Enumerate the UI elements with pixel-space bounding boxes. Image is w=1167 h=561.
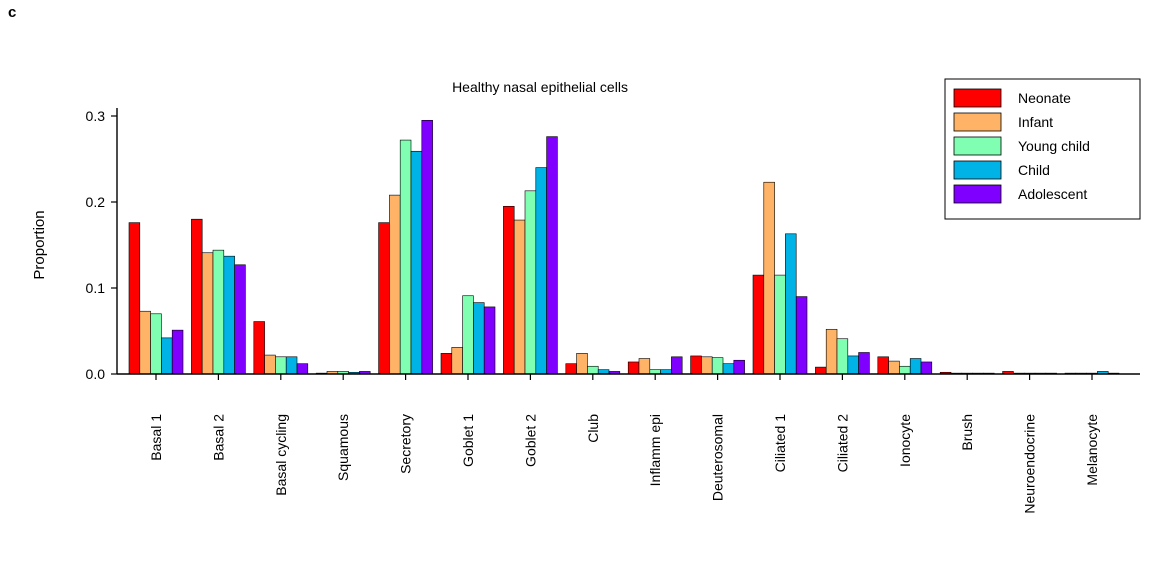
bar-infant-deuterosomal <box>701 356 713 375</box>
bar-young-child-ionocyte <box>899 365 911 375</box>
bar-young-child-secretory <box>399 139 412 375</box>
bars-group <box>128 120 1120 375</box>
legend-label: Child <box>1018 162 1050 178</box>
bar-young-child-basal-1 <box>150 313 162 375</box>
bar-young-child-deuterosomal <box>711 357 724 375</box>
x-tick-label: Melanocyte <box>1084 414 1100 486</box>
bar-adolescent-ciliated-2 <box>858 352 870 375</box>
x-tick-label: Basal cycling <box>273 414 289 496</box>
bar-neonate-inflamm-epi <box>627 361 640 375</box>
bar-child-basal-1 <box>161 337 173 375</box>
bar-child-ionocyte <box>909 358 922 375</box>
bar-adolescent-goblet-2 <box>546 136 558 375</box>
bar-young-child-club <box>587 365 599 375</box>
bar-adolescent-secretory <box>421 120 433 375</box>
bar-child-basal-cycling <box>285 356 298 375</box>
bar-child-ciliated-1 <box>785 233 797 375</box>
bar-infant-club <box>576 353 588 375</box>
bar-infant-basal-1 <box>139 310 151 375</box>
x-tick-label: Brush <box>959 414 975 451</box>
bar-neonate-secretory <box>378 222 390 375</box>
bar-neonate-ionocyte <box>877 356 889 375</box>
bar-child-deuterosomal <box>722 363 735 375</box>
bar-infant-secretory <box>389 194 401 375</box>
bar-adolescent-goblet-1 <box>483 306 496 375</box>
bar-infant-goblet-2 <box>513 219 526 375</box>
legend-label: Infant <box>1018 114 1053 130</box>
x-tick-label: Neuroendocrine <box>1022 414 1038 514</box>
bar-young-child-ciliated-1 <box>774 274 786 375</box>
legend-label: Young child <box>1018 138 1090 154</box>
legend-label: Neonate <box>1018 90 1071 106</box>
bar-neonate-club <box>565 363 577 375</box>
x-tick-label: Ionocyte <box>897 414 913 467</box>
bar-infant-ciliated-1 <box>763 181 775 375</box>
bar-young-child-goblet-1 <box>462 295 474 375</box>
y-tick-label: 0.2 <box>86 194 106 210</box>
y-tick-labels: 0.0 0.1 0.2 0.3 <box>86 108 117 382</box>
bar-neonate-goblet-2 <box>503 206 515 375</box>
x-tick-label: Inflamm epi <box>647 414 663 486</box>
legend-swatch-infant <box>953 112 1002 132</box>
bar-neonate-basal-2 <box>191 218 203 375</box>
bar-adolescent-ionocyte <box>920 361 933 375</box>
legend: Neonate Infant Young child Child Adolescent <box>944 78 1141 220</box>
y-tick-label: 0.3 <box>86 108 106 124</box>
bar-adolescent-ciliated-1 <box>795 296 808 375</box>
legend-label: Adolescent <box>1018 186 1087 202</box>
bar-neonate-ciliated-1 <box>752 274 765 375</box>
bar-adolescent-deuterosomal <box>733 359 745 375</box>
x-tick-label: Ciliated 2 <box>834 414 850 473</box>
legend-swatch-young-child <box>953 136 1002 156</box>
x-tick-label: Squamous <box>335 414 351 481</box>
bar-neonate-deuterosomal <box>690 355 702 375</box>
x-tick-label: Deuterosomal <box>710 414 726 501</box>
bar-infant-goblet-1 <box>451 347 463 375</box>
bar-neonate-goblet-1 <box>440 353 453 375</box>
bar-child-basal-2 <box>223 255 235 375</box>
legend-swatch-child <box>953 160 1002 180</box>
bar-infant-ciliated-2 <box>825 328 838 375</box>
bar-young-child-basal-cycling <box>275 356 287 375</box>
legend-swatch-neonate <box>953 88 1002 108</box>
x-tick-label: Goblet 2 <box>522 414 538 467</box>
x-tick-labels: Basal 1 Basal 2 Basal cycling Squamous Secre… <box>148 374 1100 514</box>
x-tick-label: Club <box>585 414 601 443</box>
bar-infant-basal-2 <box>201 252 214 375</box>
bar-adolescent-basal-cycling <box>296 363 309 375</box>
y-tick-label: 0.0 <box>86 366 106 382</box>
bar-child-goblet-1 <box>473 302 485 375</box>
bar-child-goblet-2 <box>535 167 547 375</box>
bar-neonate-basal-cycling <box>253 321 265 375</box>
bar-child-ciliated-2 <box>847 355 859 375</box>
x-tick-label: Basal 1 <box>148 414 164 461</box>
bar-young-child-basal-2 <box>212 249 225 375</box>
y-axis-label: Proportion <box>31 210 48 279</box>
bar-infant-basal-cycling <box>264 354 276 375</box>
y-tick-label: 0.1 <box>86 280 106 296</box>
chart-title: Healthy nasal epithelial cells <box>452 79 628 95</box>
bar-young-child-ciliated-2 <box>836 338 849 375</box>
bar-adolescent-basal-2 <box>234 264 246 375</box>
x-tick-label: Goblet 1 <box>460 414 476 467</box>
legend-swatch-adolescent <box>953 184 1002 204</box>
bar-neonate-ciliated-2 <box>815 366 827 375</box>
bar-child-secretory <box>410 150 423 375</box>
bar-adolescent-inflamm-epi <box>671 356 683 375</box>
x-tick-label: Secretory <box>398 414 414 474</box>
bar-adolescent-basal-1 <box>171 329 184 375</box>
x-tick-label: Ciliated 1 <box>772 414 788 473</box>
panel-label: c <box>8 4 17 21</box>
x-tick-label: Basal 2 <box>210 414 226 461</box>
bar-infant-inflamm-epi <box>638 358 651 375</box>
bar-young-child-goblet-2 <box>524 190 537 375</box>
bar-neonate-basal-1 <box>128 222 141 375</box>
axes-group <box>116 108 1140 375</box>
bar-infant-ionocyte <box>888 360 900 375</box>
